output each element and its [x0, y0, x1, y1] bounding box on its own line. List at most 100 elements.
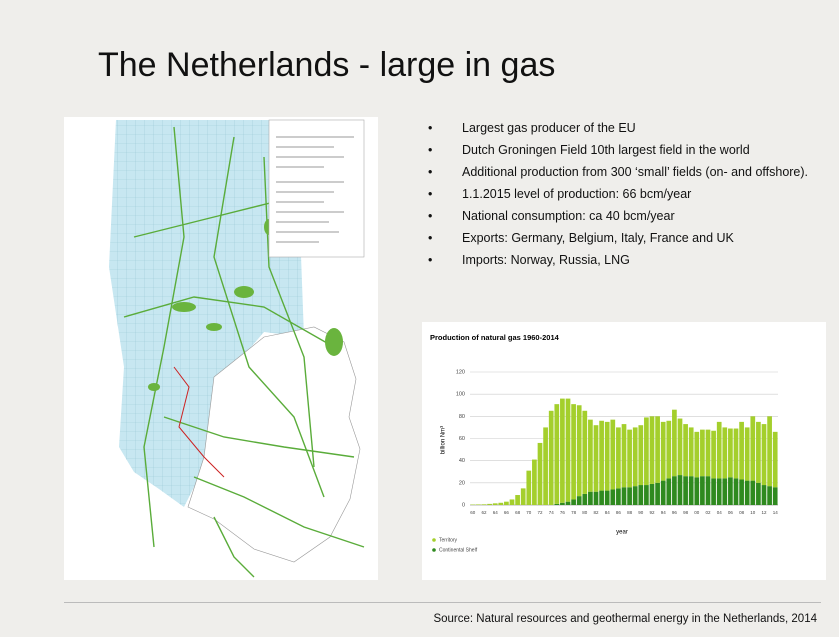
legend-label: Continental Shelf: [439, 547, 478, 553]
bar-segment: [532, 459, 537, 505]
source-note: Source: Natural resources and geothermal…: [433, 613, 817, 625]
x-tick-label: 88: [627, 510, 633, 515]
bar-segment: [526, 470, 532, 505]
y-tick-label: 20: [459, 480, 465, 486]
bar-segment: [599, 490, 604, 505]
bar-segment: [688, 427, 694, 477]
bar-segment: [554, 503, 560, 505]
bar-segment: [694, 431, 700, 478]
bar-segment: [476, 504, 481, 505]
x-tick-label: 62: [481, 510, 487, 515]
bar-segment: [772, 431, 778, 488]
x-tick-label: 66: [504, 510, 510, 515]
bar-segment: [616, 488, 621, 505]
bar-segment: [604, 490, 610, 505]
bar-segment: [604, 421, 610, 491]
y-tick-label: 40: [459, 458, 465, 464]
bar-segment: [683, 424, 688, 477]
bar-segment: [750, 416, 756, 481]
bar-segment: [733, 428, 739, 479]
bar-segment: [638, 425, 644, 486]
bullet: Imports: Norway, Russia, LNG: [428, 252, 823, 269]
bullet: Exports: Germany, Belgium, Italy, France…: [428, 230, 823, 247]
bar-segment: [560, 398, 565, 503]
y-tick-label: 100: [456, 392, 465, 398]
bar-segment: [688, 476, 694, 505]
x-tick-label: 04: [717, 510, 723, 515]
chart: Production of natural gas 1960-2014 bill…: [422, 322, 826, 580]
bar-segment: [487, 503, 492, 505]
bar-segment: [716, 421, 722, 479]
bar-segment: [672, 476, 677, 505]
bullet-list: Largest gas producer of the EU Dutch Gron…: [428, 120, 823, 274]
bar-segment: [571, 404, 576, 500]
x-tick-label: 12: [761, 510, 767, 515]
bar-segment: [677, 475, 683, 505]
x-tick-label: 64: [493, 510, 499, 515]
x-tick-label: 72: [537, 510, 543, 515]
bar-segment: [750, 480, 756, 505]
bullet: Additional production from 300 ‘small’ f…: [428, 164, 823, 181]
x-tick-label: 10: [750, 510, 756, 515]
y-tick-label: 120: [456, 369, 465, 375]
bar-segment: [756, 421, 761, 483]
bar-segment: [728, 477, 733, 505]
x-tick-label: 68: [515, 510, 521, 515]
y-tick-label: 80: [459, 414, 465, 420]
bullet: Largest gas producer of the EU: [428, 120, 823, 137]
bar-segment: [683, 476, 688, 505]
bar-segment: [576, 496, 582, 505]
x-tick-label: 14: [773, 510, 779, 515]
bar-segment: [716, 478, 722, 505]
x-tick-label: 86: [616, 510, 622, 515]
x-tick-label: 08: [739, 510, 745, 515]
bar-segment: [498, 502, 504, 505]
bar-segment: [537, 442, 543, 505]
x-tick-label: 82: [593, 510, 599, 515]
bar-segment: [660, 480, 666, 505]
x-tick-label: 98: [683, 510, 689, 515]
bar-segment: [705, 476, 711, 505]
bar-segment: [509, 499, 515, 505]
bar-segment: [593, 491, 599, 505]
legend-label: Territory: [439, 537, 458, 543]
bar-segment: [649, 416, 655, 484]
bar-segment: [548, 410, 554, 505]
y-tick-label: 0: [462, 502, 465, 508]
bar-segment: [739, 421, 744, 480]
x-tick-label: 96: [672, 510, 678, 515]
bar-segment: [616, 427, 621, 489]
bar-segment: [554, 404, 560, 504]
x-tick-label: 94: [661, 510, 667, 515]
bar-segment: [767, 486, 772, 505]
bar-segment: [649, 483, 655, 505]
bar-segment: [672, 409, 677, 477]
bar-segment: [739, 479, 744, 505]
bar-segment: [761, 485, 767, 505]
bar-segment: [655, 482, 660, 505]
bar-segment: [711, 430, 716, 479]
bar-segment: [644, 485, 649, 505]
bar-segment: [515, 495, 520, 505]
x-tick-label: 84: [605, 510, 611, 515]
bar-segment: [588, 419, 593, 492]
bar-segment: [588, 491, 593, 505]
y-axis-label: billion Nm³: [441, 426, 447, 454]
y-tick-label: 60: [459, 436, 465, 442]
bar-segment: [627, 429, 632, 488]
bar-segment: [677, 418, 683, 476]
bar-segment: [733, 478, 739, 505]
bullet: National consumption: ca 40 bcm/year: [428, 208, 823, 225]
bar-segment: [560, 502, 565, 505]
bar-segment: [599, 420, 604, 491]
bar-segment: [621, 424, 627, 488]
x-tick-label: 74: [549, 510, 555, 515]
bar-segment: [621, 487, 627, 505]
bar-segment: [632, 486, 638, 505]
bar-segment: [571, 499, 576, 505]
bar-segment: [543, 427, 548, 505]
bar-segment: [504, 501, 509, 505]
bar-segment: [705, 429, 711, 477]
bar-segment: [711, 478, 716, 505]
